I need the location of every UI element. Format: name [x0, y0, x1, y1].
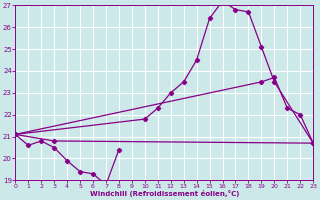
X-axis label: Windchill (Refroidissement éolien,°C): Windchill (Refroidissement éolien,°C) [90, 190, 239, 197]
